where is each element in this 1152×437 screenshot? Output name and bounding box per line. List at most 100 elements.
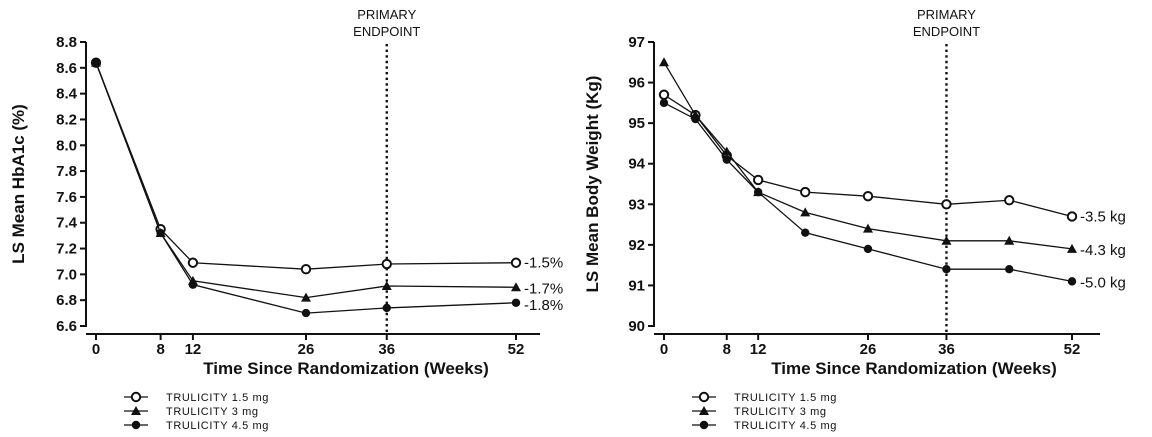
x-tick-label: 52 bbox=[508, 341, 525, 358]
y-tick-label: 8.6 bbox=[56, 60, 77, 77]
data-point bbox=[659, 98, 669, 108]
y-tick-label: 7.8 bbox=[56, 163, 77, 180]
data-point bbox=[752, 174, 764, 186]
y-tick-label: 97 bbox=[628, 34, 645, 51]
data-point bbox=[381, 280, 392, 290]
data-point bbox=[659, 57, 669, 67]
x-tick-label: 8 bbox=[156, 341, 164, 358]
data-point bbox=[722, 155, 731, 164]
legend-marker bbox=[699, 406, 709, 415]
legend: TRULICITY 1.5 mg TRULICITY 3 mg TRULICITY … bbox=[124, 391, 269, 432]
y-tick-label: 6.6 bbox=[56, 318, 77, 335]
data-point bbox=[188, 280, 198, 289]
y-tick-label: 90 bbox=[628, 318, 645, 335]
data-point bbox=[300, 264, 312, 275]
data-point bbox=[511, 298, 521, 307]
series-end-label: -1.7% bbox=[524, 280, 563, 297]
data-point bbox=[91, 58, 101, 67]
data-point bbox=[1004, 195, 1015, 206]
legend: TRULICITY 1.5 mg TRULICITY 3 mg TRULICITY … bbox=[692, 391, 837, 432]
y-tick-label: 8.8 bbox=[56, 34, 77, 51]
chart-panel-1: 6.6 6.8 7.0 7.2 7.4 7.6 7.8 8.0 8.2 8.4 8.6 8.8 0 8 12… bbox=[9, 7, 563, 432]
series-open-circle: -1.5% bbox=[90, 57, 563, 275]
data-point bbox=[800, 207, 811, 217]
data-point bbox=[691, 114, 700, 124]
data-point bbox=[510, 257, 522, 268]
data-point bbox=[1066, 211, 1078, 222]
y-tick-label: 7.0 bbox=[56, 266, 77, 283]
x-axis-title: Time Since Randomization (Weeks) bbox=[203, 359, 489, 378]
legend-label: TRULICITY 1.5 mg bbox=[166, 392, 269, 404]
legend-label: TRULICITY 1.5 mg bbox=[734, 392, 837, 404]
series-end-label: -1.5% bbox=[524, 255, 563, 272]
data-point bbox=[301, 308, 311, 318]
y-axis-title: LS Mean HbA1c (%) bbox=[9, 104, 28, 264]
x-tick-label: 12 bbox=[185, 341, 202, 358]
legend-label: TRULICITY 4.5 mg bbox=[166, 420, 269, 432]
series-line bbox=[95, 62, 517, 314]
primary-endpoint-label-line2: ENDPOINT bbox=[913, 24, 980, 39]
y-tick-label: 94 bbox=[628, 156, 645, 173]
y-tick-label: 7.4 bbox=[56, 215, 78, 232]
y-tick-label: 96 bbox=[628, 75, 645, 92]
x-tick-label: 0 bbox=[92, 341, 100, 358]
legend-marker bbox=[130, 391, 142, 403]
series-triangle: -1.7% bbox=[91, 57, 563, 302]
legend-label: TRULICITY 3 mg bbox=[166, 406, 259, 418]
series-filled-circle: -1.8% bbox=[91, 58, 563, 318]
chart-panel-2: 90 91 92 93 94 95 96 97 0 8 12 26 36 52 Time Since Ran… bbox=[583, 7, 1126, 432]
y-tick-label: 8.0 bbox=[56, 137, 77, 154]
x-tick-label: 36 bbox=[938, 341, 955, 358]
data-point bbox=[942, 265, 951, 274]
x-tick-label: 26 bbox=[298, 341, 315, 358]
legend-label: TRULICITY 4.5 mg bbox=[734, 420, 837, 432]
data-point bbox=[863, 244, 873, 254]
data-point bbox=[382, 303, 391, 313]
y-tick-label: 93 bbox=[628, 196, 645, 213]
x-tick-label: 12 bbox=[750, 341, 767, 358]
data-point bbox=[1005, 265, 1014, 274]
data-point bbox=[511, 282, 521, 292]
data-point bbox=[1067, 277, 1077, 286]
primary-endpoint-label-line2: ENDPOINT bbox=[353, 24, 420, 39]
data-point bbox=[658, 89, 670, 100]
y-tick-label: 95 bbox=[628, 115, 645, 132]
legend-marker bbox=[131, 406, 141, 415]
y-tick-label: 8.2 bbox=[56, 111, 77, 128]
x-axis-title: Time Since Randomization (Weeks) bbox=[771, 359, 1057, 378]
data-point bbox=[753, 187, 763, 197]
x-tick-label: 8 bbox=[723, 341, 731, 358]
series-line bbox=[95, 62, 517, 299]
legend-marker bbox=[698, 391, 710, 403]
series-end-label: -4.3 kg bbox=[1080, 242, 1126, 259]
data-point bbox=[721, 146, 732, 156]
y-tick-label: 91 bbox=[628, 277, 645, 294]
data-point bbox=[862, 190, 874, 202]
x-tick-label: 52 bbox=[1064, 341, 1081, 358]
data-point bbox=[187, 257, 199, 268]
x-tick-label: 26 bbox=[860, 341, 877, 358]
data-point bbox=[801, 228, 810, 237]
series-end-label: -1.8% bbox=[524, 297, 563, 314]
series-end-label: -5.0 kg bbox=[1080, 274, 1126, 291]
y-tick-label: 6.8 bbox=[56, 292, 77, 309]
y-tick-label: 7.2 bbox=[56, 241, 77, 258]
y-axis-title: LS Mean Body Weight (Kg) bbox=[583, 76, 602, 293]
y-tick-label: 7.6 bbox=[56, 189, 77, 206]
y-tick-label: 92 bbox=[628, 237, 645, 254]
legend-marker bbox=[699, 420, 709, 430]
series-triangle: -4.3 kg bbox=[659, 57, 1126, 259]
y-tick-label: 8.4 bbox=[56, 86, 78, 103]
primary-endpoint-label-line1: PRIMARY bbox=[917, 7, 976, 22]
data-point bbox=[941, 235, 952, 245]
data-point bbox=[381, 258, 392, 270]
legend-marker bbox=[131, 420, 141, 430]
legend-label: TRULICITY 3 mg bbox=[734, 406, 827, 418]
series-filled-circle: -5.0 kg bbox=[659, 98, 1126, 291]
data-point bbox=[800, 186, 811, 198]
x-tick-label: 36 bbox=[378, 341, 395, 358]
series-end-label: -3.5 kg bbox=[1080, 208, 1126, 225]
data-point bbox=[863, 223, 873, 233]
x-tick-label: 0 bbox=[660, 341, 668, 358]
